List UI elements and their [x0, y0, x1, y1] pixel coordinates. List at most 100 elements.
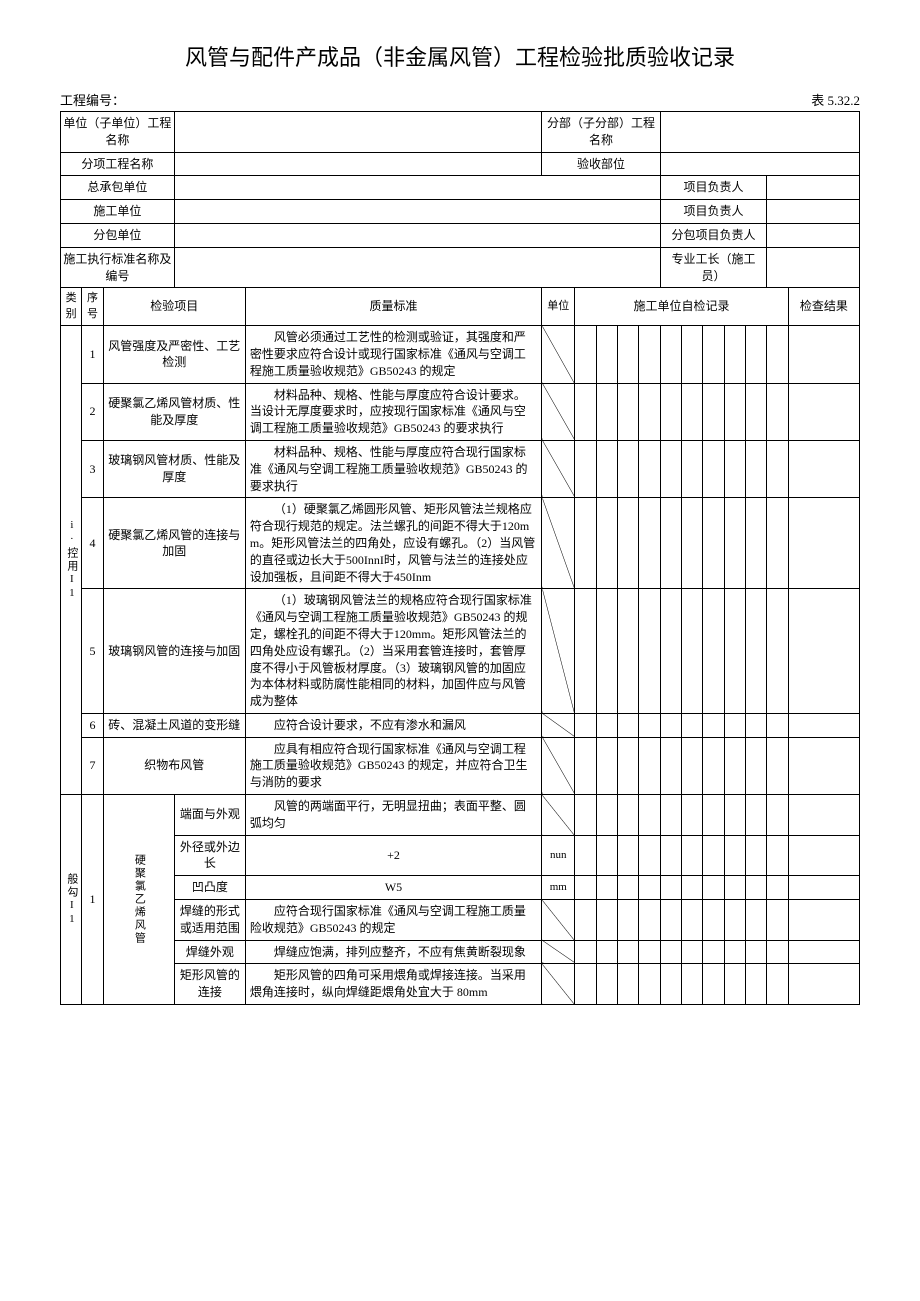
col-unit: 单位: [542, 288, 575, 326]
table-row: 2 硬聚氯乙烯风管材质、性能及厚度 材料品种、规格、性能与厚度应符合设计要求。当…: [61, 383, 860, 440]
inspect-item: 硬聚氯乙烯风管材质、性能及厚度: [103, 383, 245, 440]
rec-cell: [746, 589, 767, 714]
rec-cell: [767, 440, 788, 497]
result-cell: [788, 876, 859, 900]
unit-cell: [542, 326, 575, 383]
label-pm2: 项目负责人: [660, 200, 767, 224]
rec-cell: [746, 795, 767, 836]
rec-cell: [596, 440, 617, 497]
rec-cell: [703, 900, 724, 941]
cell-empty: [174, 247, 660, 288]
cell-empty: [767, 176, 860, 200]
quality-std: 应符合现行国家标准《通风与空调工程施工质量险收规范》GB50243 的规定: [245, 900, 541, 941]
rec-cell: [703, 964, 724, 1005]
seq: 7: [82, 737, 103, 794]
rec-cell: [639, 440, 660, 497]
rec-cell: [724, 498, 745, 589]
rec-cell: [575, 940, 596, 964]
inspect-item: 焊缝的形式或适用范围: [174, 900, 245, 941]
inspection-table: 单位（子单位）工程名称 分部（子分部）工程名称 分项工程名称 验收部位 总承包单…: [60, 111, 860, 1005]
unit-cell: [542, 795, 575, 836]
rec-cell: [618, 326, 639, 383]
rec-cell: [767, 835, 788, 876]
rec-cell: [575, 876, 596, 900]
rec-cell: [682, 713, 703, 737]
unit-cell: [542, 440, 575, 497]
project-no-label: 工程编号：: [60, 90, 125, 109]
rec-cell: [682, 383, 703, 440]
rec-cell: [639, 713, 660, 737]
rec-cell: [703, 383, 724, 440]
rec-cell: [639, 589, 660, 714]
rec-cell: [596, 900, 617, 941]
table-row: 般勾I1 1 硬聚氯乙烯风管 端面与外观 风管的两端面平行，无明显扭曲；表面平整…: [61, 795, 860, 836]
table-row: 7 织物布风管 应具有相应符合现行国家标准《通风与空调工程施工质量验收规范》GB…: [61, 737, 860, 794]
seq: 5: [82, 589, 103, 714]
top-line: 工程编号： 表 5.32.2: [60, 90, 860, 109]
label-subitem-project: 分项工程名称: [61, 152, 175, 176]
rec-cell: [639, 737, 660, 794]
rec-cell: [724, 964, 745, 1005]
seq: 2: [82, 383, 103, 440]
cell-empty: [767, 223, 860, 247]
quality-std: 风管必须通过工艺性的检测或验证，其强度和严密性要求应符合设计或现行国家标准《通风…: [245, 326, 541, 383]
rec-cell: [724, 795, 745, 836]
cell-empty: [174, 176, 660, 200]
seq: 6: [82, 713, 103, 737]
rec-cell: [618, 900, 639, 941]
rec-cell: [724, 737, 745, 794]
rec-cell: [746, 713, 767, 737]
rec-cell: [618, 383, 639, 440]
rec-cell: [767, 383, 788, 440]
quality-std: 矩形风管的四角可采用煨角或焊接连接。当采用煨角连接时，纵向焊缝距煨角处宜大于 8…: [245, 964, 541, 1005]
page-title: 风管与配件产成品（非金属风管）工程检验批质验收记录: [60, 40, 860, 72]
rec-cell: [767, 737, 788, 794]
unit-cell: mm: [542, 876, 575, 900]
rec-cell: [724, 835, 745, 876]
rec-cell: [660, 498, 681, 589]
result-cell: [788, 440, 859, 497]
table-row: 6 砖、混凝土风道的变形缝 应符合设计要求，不应有渗水和漏风: [61, 713, 860, 737]
rec-cell: [639, 498, 660, 589]
rec-cell: [703, 940, 724, 964]
rec-cell: [639, 383, 660, 440]
col-item: 检验项目: [103, 288, 245, 326]
rec-cell: [767, 326, 788, 383]
rec-cell: [746, 900, 767, 941]
rec-cell: [639, 835, 660, 876]
category-general: 般勾I1: [61, 795, 82, 1005]
rec-cell: [596, 876, 617, 900]
rec-cell: [596, 940, 617, 964]
rec-cell: [639, 900, 660, 941]
rec-cell: [596, 498, 617, 589]
rec-cell: [746, 326, 767, 383]
rec-cell: [724, 713, 745, 737]
table-row: 施工单位 项目负责人: [61, 200, 860, 224]
rec-cell: [682, 737, 703, 794]
rec-cell: [660, 737, 681, 794]
table-row: 单位（子单位）工程名称 分部（子分部）工程名称: [61, 112, 860, 153]
rec-cell: [596, 326, 617, 383]
rec-cell: [682, 440, 703, 497]
seq: 4: [82, 498, 103, 589]
result-cell: [788, 383, 859, 440]
rec-cell: [746, 964, 767, 1005]
rec-cell: [682, 795, 703, 836]
result-cell: [788, 589, 859, 714]
inspect-item: 风管强度及严密性、工艺检测: [103, 326, 245, 383]
rec-cell: [618, 498, 639, 589]
unit-cell: [542, 713, 575, 737]
quality-std: W5: [245, 876, 541, 900]
inspect-item: 玻璃钢风管材质、性能及厚度: [103, 440, 245, 497]
category-main: i·控用I1: [61, 326, 82, 795]
unit-cell: [542, 964, 575, 1005]
rec-cell: [596, 383, 617, 440]
cell-empty: [660, 112, 859, 153]
col-seq: 序号: [82, 288, 103, 326]
table-row: i·控用I1 1 风管强度及严密性、工艺检测 风管必须通过工艺性的检测或验证，其…: [61, 326, 860, 383]
cell-empty: [767, 200, 860, 224]
table-row-header: 类别 序号 检验项目 质量标准 单位 施工单位自检记录 检查结果: [61, 288, 860, 326]
rec-cell: [575, 498, 596, 589]
rec-cell: [682, 940, 703, 964]
inspect-item: 矩形风管的连接: [174, 964, 245, 1005]
